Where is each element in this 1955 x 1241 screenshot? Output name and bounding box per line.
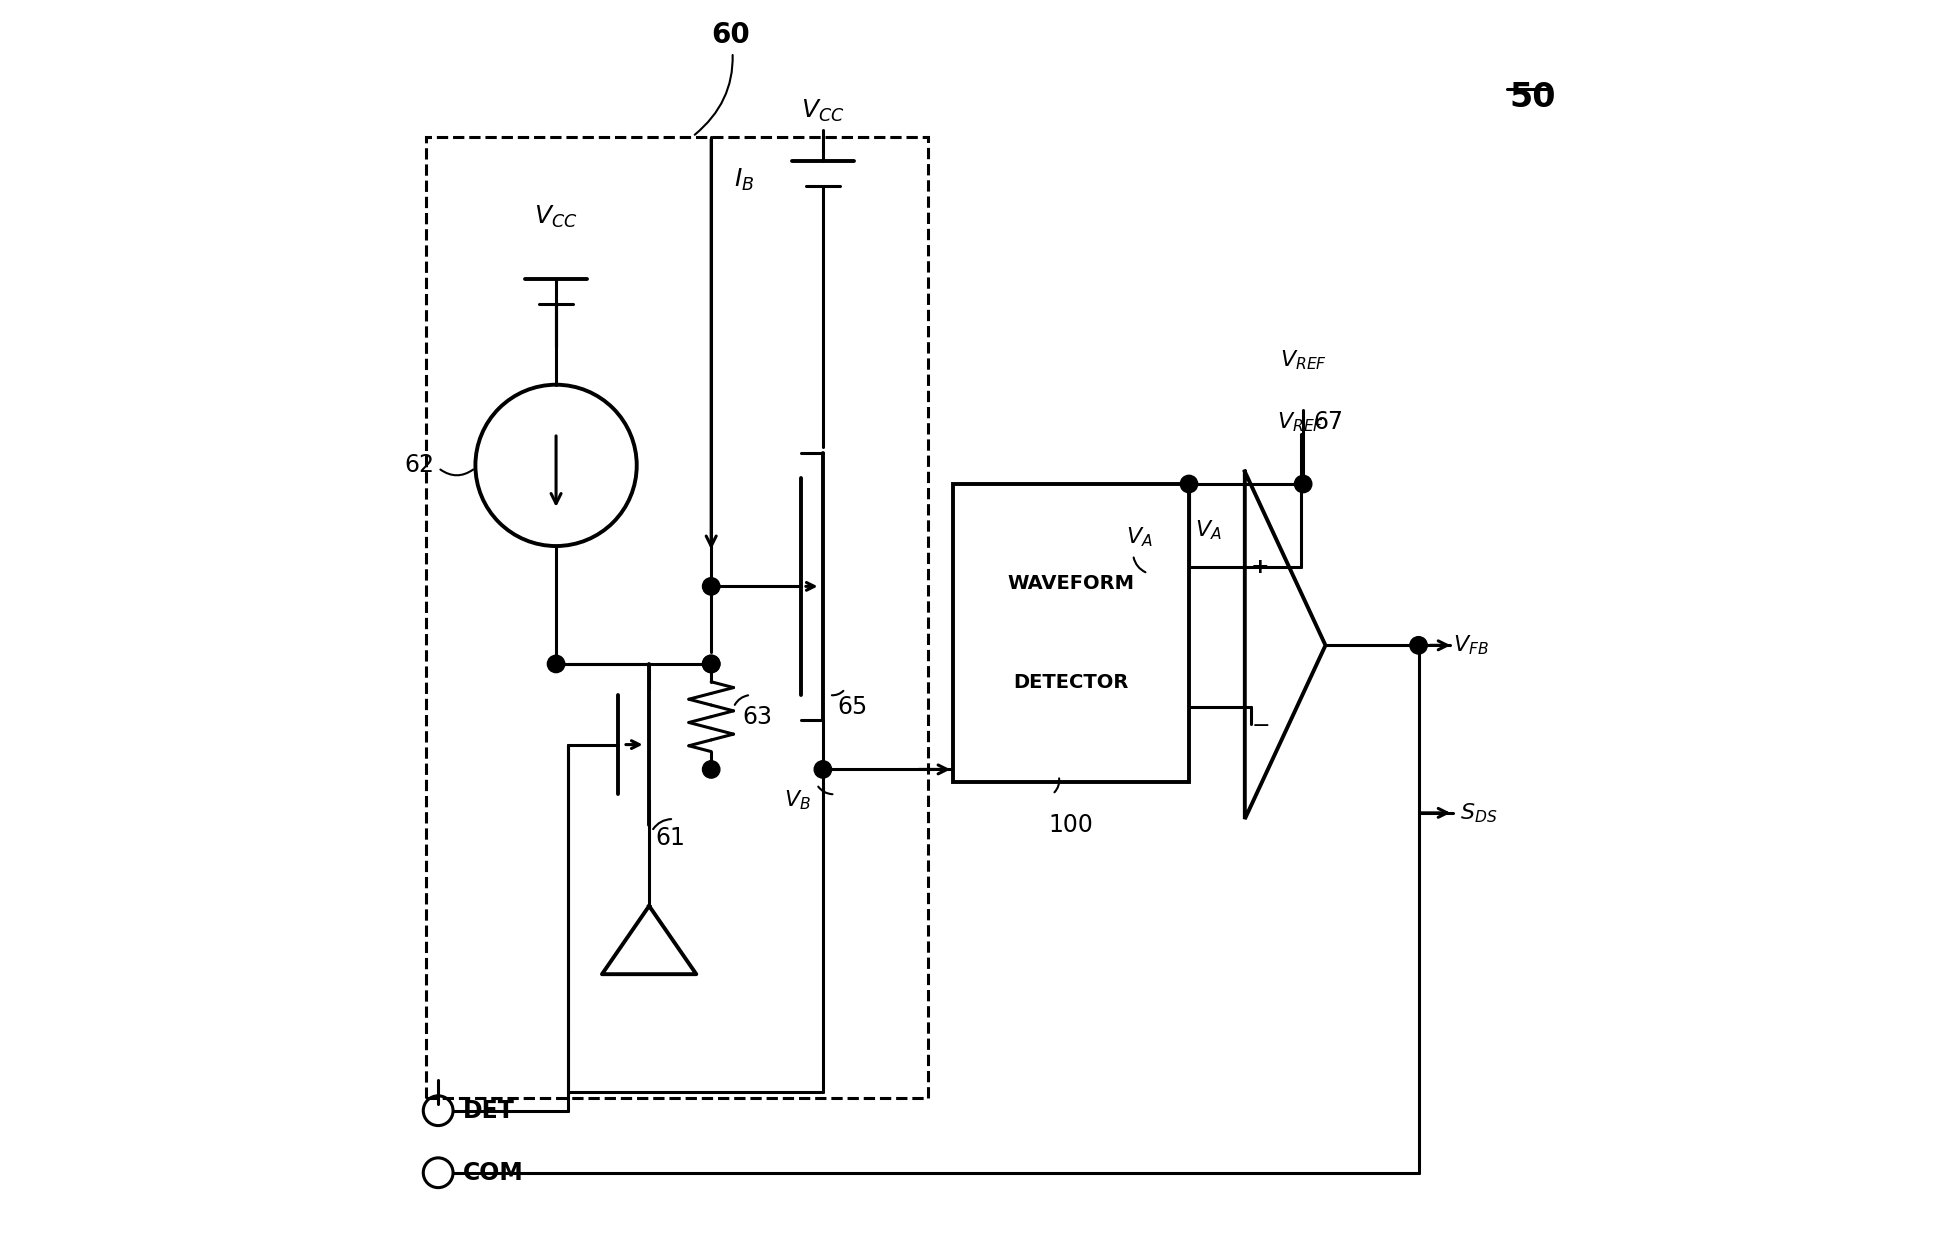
Text: DET: DET [463,1098,514,1123]
Text: 67: 67 [1312,411,1343,434]
Text: $V_{FB}$: $V_{FB}$ [1453,633,1488,658]
Text: $-$: $-$ [1249,714,1269,733]
Text: DETECTOR: DETECTOR [1013,673,1128,692]
Text: $V_{CC}$: $V_{CC}$ [534,204,577,230]
Text: 65: 65 [837,695,868,720]
Text: $I_B$: $I_B$ [733,166,753,194]
Circle shape [1179,475,1196,493]
Text: $S_{DS}$: $S_{DS}$ [1458,800,1496,825]
Text: $V_{REF}$: $V_{REF}$ [1279,349,1325,372]
Text: 100: 100 [1048,813,1093,836]
Circle shape [1410,637,1427,654]
Polygon shape [602,906,696,974]
Text: $V_A$: $V_A$ [1195,517,1222,542]
Text: $V_A$: $V_A$ [1126,525,1151,549]
Text: 61: 61 [655,825,684,850]
Circle shape [813,761,831,778]
Text: 60: 60 [694,21,749,135]
Text: $V_B$: $V_B$ [784,788,809,812]
Text: $V_{CC}$: $V_{CC}$ [802,98,845,124]
Text: $V_{REF}$: $V_{REF}$ [1277,411,1324,434]
Circle shape [702,761,719,778]
Text: +: + [1249,557,1269,577]
Circle shape [1294,475,1312,493]
Text: COM: COM [463,1160,524,1185]
Text: 63: 63 [741,705,772,728]
Text: 50: 50 [1509,81,1554,114]
Circle shape [702,655,719,673]
Text: 62: 62 [405,453,434,478]
Circle shape [547,655,565,673]
Text: WAVEFORM: WAVEFORM [1007,573,1134,593]
Circle shape [702,578,719,596]
Circle shape [702,655,719,673]
Bar [952,484,1189,782]
